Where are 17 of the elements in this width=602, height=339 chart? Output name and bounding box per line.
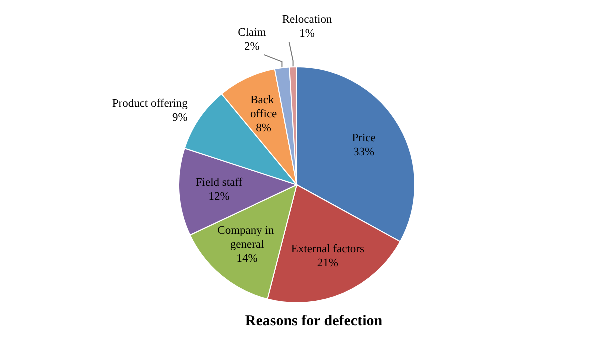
data-label: 21% xyxy=(317,257,339,270)
data-label: 33% xyxy=(353,146,375,158)
slice-label: External factors xyxy=(291,243,366,256)
data-label: 12% xyxy=(208,190,230,203)
data-label: 9% xyxy=(172,112,188,124)
slice-label: Company in general xyxy=(218,225,278,252)
slice-label: Relocation xyxy=(282,14,332,26)
slice-label: Price xyxy=(352,132,376,144)
data-label: 14% xyxy=(236,253,258,266)
data-label: 8% xyxy=(256,122,272,135)
slice-label: Back office xyxy=(250,94,278,121)
data-label: 2% xyxy=(244,40,260,53)
slice-label: Product offering xyxy=(112,98,188,110)
slice-label: Field staff xyxy=(196,176,243,189)
data-label: 1% xyxy=(300,28,316,40)
slice-label: Claim xyxy=(238,26,266,39)
text: Reasons for defection xyxy=(245,314,384,330)
